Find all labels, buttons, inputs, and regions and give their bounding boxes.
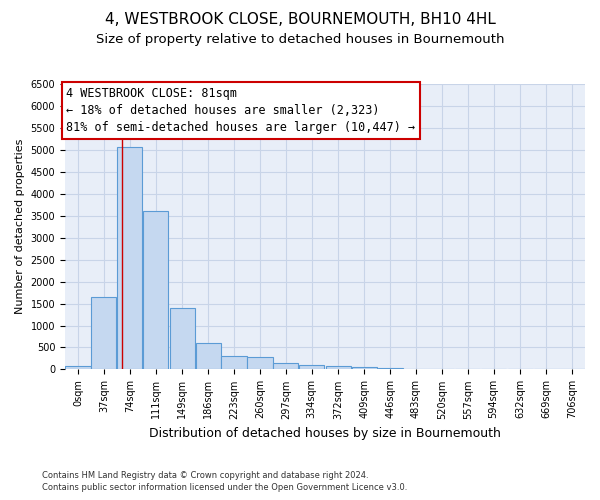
- Text: 4, WESTBROOK CLOSE, BOURNEMOUTH, BH10 4HL: 4, WESTBROOK CLOSE, BOURNEMOUTH, BH10 4H…: [104, 12, 496, 28]
- Bar: [273, 363, 298, 370]
- Bar: [117, 146, 142, 370]
- Bar: [352, 367, 377, 370]
- Text: Size of property relative to detached houses in Bournemouth: Size of property relative to detached ho…: [96, 32, 504, 46]
- Bar: [65, 366, 91, 370]
- Bar: [91, 297, 116, 370]
- Bar: [143, 212, 168, 370]
- Text: 4 WESTBROOK CLOSE: 81sqm
← 18% of detached houses are smaller (2,323)
81% of sem: 4 WESTBROOK CLOSE: 81sqm ← 18% of detach…: [67, 87, 416, 134]
- Bar: [221, 356, 247, 370]
- Bar: [326, 366, 351, 370]
- Text: Contains public sector information licensed under the Open Government Licence v3: Contains public sector information licen…: [42, 484, 407, 492]
- Bar: [196, 343, 221, 369]
- Bar: [299, 365, 325, 370]
- Bar: [170, 308, 195, 370]
- Bar: [377, 368, 403, 370]
- X-axis label: Distribution of detached houses by size in Bournemouth: Distribution of detached houses by size …: [149, 427, 501, 440]
- Bar: [247, 356, 272, 370]
- Y-axis label: Number of detached properties: Number of detached properties: [15, 139, 25, 314]
- Text: Contains HM Land Registry data © Crown copyright and database right 2024.: Contains HM Land Registry data © Crown c…: [42, 471, 368, 480]
